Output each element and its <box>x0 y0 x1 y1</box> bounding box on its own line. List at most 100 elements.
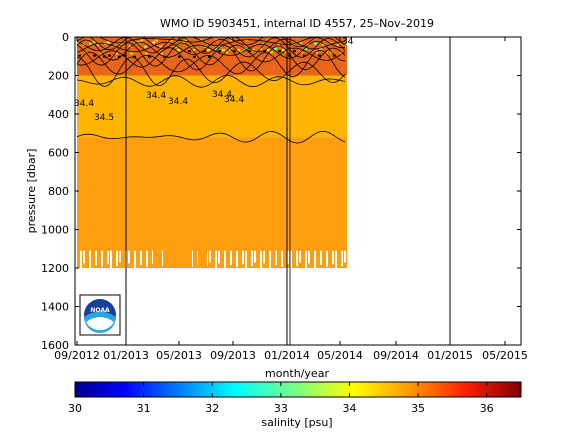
surface-speckle <box>182 41 185 44</box>
year-lines <box>125 37 451 345</box>
profile-column <box>153 248 157 268</box>
surface-speckle <box>156 56 159 59</box>
surface-speckle <box>340 52 343 55</box>
surface-speckle <box>211 46 214 49</box>
surface-speckle <box>270 51 273 54</box>
surface-speckle <box>155 39 158 42</box>
profile-gap <box>80 250 82 269</box>
surface-speckle <box>93 54 96 57</box>
surface-speckle <box>222 49 225 52</box>
surface-speckle <box>86 38 89 41</box>
surface-speckle <box>314 42 317 45</box>
profile-gap <box>224 250 226 271</box>
profile-gap <box>83 250 85 264</box>
profile-gap <box>290 250 292 270</box>
surface-speckle <box>326 38 329 41</box>
surface-speckle <box>118 55 121 58</box>
surface-speckle <box>282 49 285 52</box>
surface-speckle <box>78 54 81 57</box>
x-axis: 09/2012 01/2013 05/2013 09/2013 01/2014 05/20… <box>54 37 528 362</box>
profile-gap <box>263 250 265 264</box>
colorbar-tick-label: 36 <box>480 402 494 415</box>
surface-speckle <box>107 41 110 44</box>
surface-speckle <box>218 50 221 53</box>
profile-gap <box>251 250 253 267</box>
contour-line <box>76 131 346 144</box>
colorbar-tick-label: 31 <box>137 402 151 415</box>
profile-gap <box>314 250 316 271</box>
surface-speckle <box>103 55 106 58</box>
surface-speckle <box>171 56 174 59</box>
surface-speckle <box>108 54 111 57</box>
surface-speckle <box>303 54 306 57</box>
y-tick-label: 400 <box>48 108 69 121</box>
profile-column <box>203 248 207 268</box>
surface-speckle <box>278 50 281 53</box>
contour-line <box>76 75 346 88</box>
surface-speckle <box>170 39 173 42</box>
profile-gap <box>326 250 328 267</box>
y-tick-label: 1000 <box>41 224 69 237</box>
profile-gap <box>281 250 283 267</box>
salinity-field <box>77 37 347 271</box>
profile-column <box>168 248 172 268</box>
surface-speckle <box>177 49 180 52</box>
surface-speckle <box>233 50 236 53</box>
profile-gap <box>320 250 322 266</box>
profile-gap <box>218 250 220 264</box>
surface-speckle <box>181 46 184 49</box>
surface-speckle <box>130 52 133 55</box>
surface-speckle <box>226 46 229 49</box>
surface-speckle <box>140 39 143 42</box>
surface-speckle <box>111 56 114 59</box>
y-tick-label: 600 <box>48 147 69 160</box>
contour-label: 34.4 <box>168 97 188 107</box>
x-tick-label: 05/2015 <box>482 349 528 362</box>
surface-speckle <box>174 45 177 48</box>
contour-line <box>76 37 346 58</box>
y-tick-label: 1600 <box>41 339 69 352</box>
surface-speckle <box>277 43 280 46</box>
contour-line <box>76 49 346 78</box>
colorbar-ticks: 30 31 32 33 34 35 36 <box>68 382 494 415</box>
surface-speckle <box>300 51 303 54</box>
surface-speckle <box>241 46 244 49</box>
profile-gap <box>305 250 307 269</box>
surface-speckle <box>267 49 270 52</box>
profile-gap <box>89 250 91 271</box>
profile-gap <box>242 250 244 265</box>
profile-gap <box>101 250 103 267</box>
surface-speckle <box>133 55 136 58</box>
profile-column <box>183 248 187 268</box>
x-tick-label: 01/2013 <box>103 349 149 362</box>
contour-label: 34 <box>342 37 354 47</box>
profile-gap <box>275 250 277 266</box>
profile-gap <box>107 250 109 265</box>
x-tick-label: 01/2014 <box>264 349 310 362</box>
surface-speckle <box>274 48 277 50</box>
x-tick-label: 05/2014 <box>317 349 363 362</box>
surface-speckle <box>263 50 266 53</box>
profile-gap <box>335 250 337 270</box>
profile-gap <box>344 250 346 263</box>
profile-gap <box>146 250 148 267</box>
profile-gap <box>308 250 310 264</box>
surface-speckle <box>252 49 255 52</box>
profile-gap <box>215 250 217 269</box>
x-tick-label: 05/2013 <box>156 349 202 362</box>
salinity-layer <box>77 75 347 138</box>
profile-gap <box>299 250 301 263</box>
surface-speckle <box>192 49 195 52</box>
surface-speckle <box>344 42 347 45</box>
surface-speckle <box>193 55 196 58</box>
y-tick-label: 1200 <box>41 262 69 275</box>
surface-speckle <box>100 52 103 55</box>
colorbar-tick-label: 35 <box>411 402 425 415</box>
profile-column <box>193 248 197 268</box>
surface-speckle <box>337 43 340 46</box>
surface-speckle <box>123 54 126 57</box>
x-tick-label: 09/2013 <box>210 349 256 362</box>
surface-speckle <box>299 42 302 45</box>
x-tick-label: 09/2012 <box>54 349 100 362</box>
colorbar-tick-label: 32 <box>205 402 219 415</box>
